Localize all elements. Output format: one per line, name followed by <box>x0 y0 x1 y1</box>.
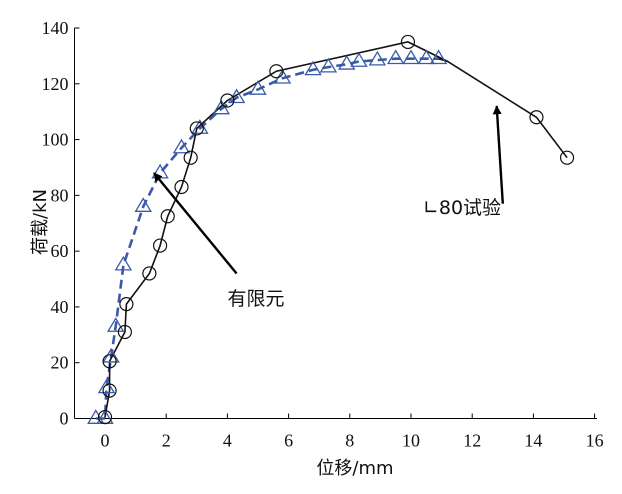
axes: 0 2 4 6 8 10 12 14 16 0 20 40 60 80 100 120 140 <box>42 18 604 451</box>
test-circle-point <box>183 150 198 165</box>
x-tick-label: 4 <box>223 431 232 451</box>
fe-triangle-point <box>350 52 368 67</box>
fe-triangle-point <box>273 68 292 84</box>
test-annotation-label: ∟80试验 <box>423 197 501 219</box>
x-tick-label: 0 <box>101 431 110 451</box>
test-circle-point <box>117 324 132 340</box>
fe-triangle-point <box>402 49 420 65</box>
fe-triangle-point <box>368 50 387 66</box>
fe-series-line <box>95 57 439 420</box>
x-axis-title: 位移/mm <box>316 458 393 479</box>
x-axis-ticks: 0 2 4 6 8 10 12 14 16 <box>101 413 604 451</box>
fe-triangle-point <box>386 49 405 65</box>
test-circle-point <box>119 297 134 312</box>
fe-triangle-point <box>134 197 152 212</box>
y-tick-label: 60 <box>51 241 69 261</box>
series-layer <box>95 41 568 420</box>
y-axis-title: 荷载/kN <box>30 189 51 255</box>
test-circle-point <box>529 110 544 125</box>
test-circle-point <box>102 383 117 398</box>
fe-triangle-point <box>114 255 133 271</box>
fe-triangle-point <box>249 80 267 95</box>
test-circle-point <box>220 93 235 108</box>
fe-triangle-point <box>97 378 116 394</box>
marker-layer <box>87 34 575 425</box>
test-series-line <box>104 41 568 418</box>
x-tick-label: 2 <box>162 431 171 451</box>
test-circle-point <box>400 34 416 50</box>
y-tick-label: 20 <box>51 353 69 373</box>
test-circle-point <box>174 179 189 195</box>
fe-annotation-arrow <box>153 172 238 275</box>
x-tick-label: 16 <box>586 431 604 451</box>
fe-triangle-point <box>319 57 338 73</box>
test-circle-point <box>142 266 157 281</box>
test-circle-point <box>189 121 204 136</box>
x-tick-label: 8 <box>345 431 354 451</box>
y-tick-label: 0 <box>60 409 69 429</box>
fe-triangle-point <box>337 54 356 70</box>
fe-triangle-point <box>106 317 125 332</box>
y-tick-label: 100 <box>42 130 69 150</box>
fe-triangle-point <box>172 138 191 154</box>
test-circle-point <box>102 354 117 369</box>
y-tick-label: 140 <box>42 18 69 38</box>
y-tick-label: 120 <box>42 74 69 94</box>
y-tick-label: 40 <box>51 297 69 317</box>
fe-triangle-point <box>429 49 448 65</box>
x-tick-label: 6 <box>284 431 293 451</box>
x-tick-label: 10 <box>402 431 420 451</box>
y-axis-ticks: 0 20 40 60 80 100 120 140 <box>42 18 80 429</box>
fe-triangle-point <box>417 49 436 65</box>
fe-triangle-point <box>87 409 105 424</box>
fe-tail-connector <box>438 57 448 63</box>
fe-triangle-point <box>212 99 231 115</box>
test-circle-point <box>269 64 284 79</box>
fe-triangle-point <box>304 60 322 76</box>
x-tick-label: 14 <box>524 431 542 451</box>
y-tick-label: 80 <box>51 185 69 205</box>
fe-annotation-label: 有限元 <box>227 288 284 310</box>
test-annotation-arrow <box>492 105 504 204</box>
test-circle-point <box>152 238 168 253</box>
test-circle-point <box>559 150 575 165</box>
x-tick-label: 12 <box>463 431 481 451</box>
test-circle-point <box>160 209 175 224</box>
test-circle-point <box>97 410 113 425</box>
